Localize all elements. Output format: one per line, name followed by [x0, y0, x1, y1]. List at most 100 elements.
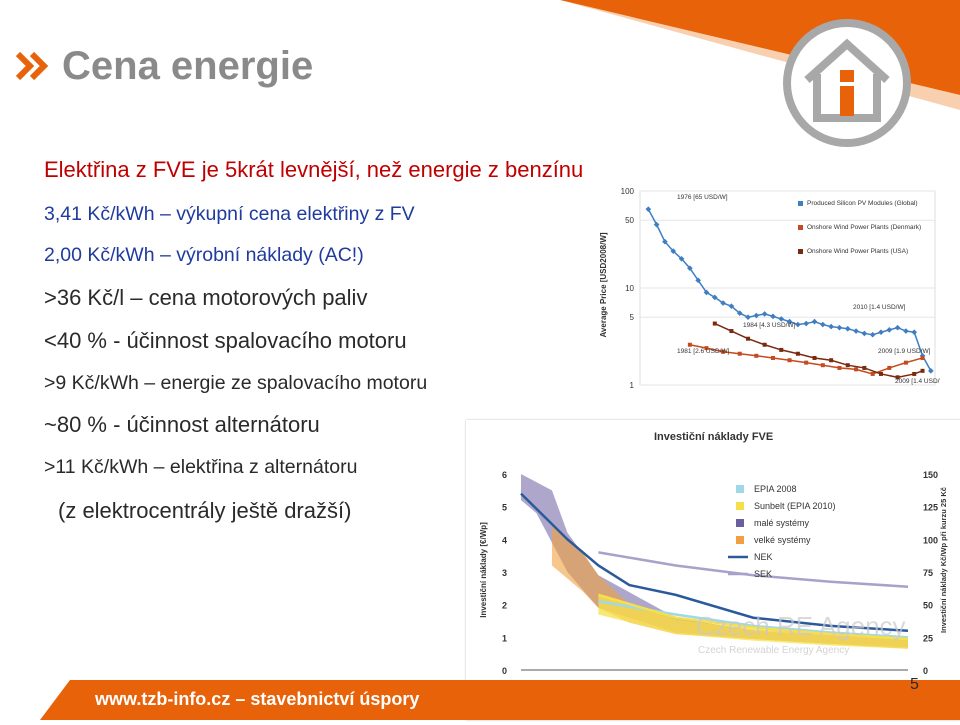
annotation: 1976 [65 USD/W]	[677, 194, 728, 201]
fact-line: >36 Kč/l – cena motorových paliv	[44, 285, 368, 310]
data-point	[854, 367, 859, 372]
y-tick-label: 50	[625, 216, 634, 225]
fact-line: <40 % - účinnost spalovacího motoru	[44, 328, 407, 353]
data-point	[878, 329, 884, 336]
y2-tick-label: 125	[923, 503, 938, 513]
data-point	[687, 342, 692, 347]
legend-label: Onshore Wind Power Plants (USA)	[807, 248, 908, 255]
data-point	[887, 365, 892, 370]
data-point	[828, 323, 834, 330]
series-line	[598, 593, 909, 641]
data-point	[779, 347, 784, 352]
y-tick-label: 6	[502, 470, 507, 480]
data-point	[861, 330, 868, 337]
annotation: 1981 [2.6 USD/W]	[677, 348, 730, 355]
y2-tick-label: 75	[923, 568, 933, 578]
data-point	[770, 355, 775, 360]
y-axis-label: Average Price [USD2008/W]	[599, 232, 608, 337]
fact-line: (z elektrocentrály ještě dražší)	[58, 498, 352, 523]
data-point	[903, 360, 908, 365]
fact-line: 3,41 Kč/kWh – výkupní cena elektřiny z F…	[44, 203, 415, 225]
y-tick-label: 4	[502, 535, 507, 545]
fact-line: 2,00 Kč/kWh – výrobní náklady (AC!)	[44, 244, 364, 266]
data-point	[886, 327, 893, 333]
fact-line: >9 Kč/kWh – energie ze spalovacího motor…	[44, 372, 428, 394]
legend-marker	[798, 249, 803, 254]
legend-marker	[736, 536, 744, 544]
data-point	[878, 371, 883, 376]
y-tick-label: 5	[630, 313, 635, 322]
chart-title: Investiční náklady FVE	[654, 431, 773, 443]
data-point	[928, 367, 934, 374]
annotation: 2009 [1.9 USD/W]	[878, 348, 931, 355]
y-tick-label: 1	[630, 381, 635, 390]
y-axis-label: Investiční náklady [€/Wp]	[479, 522, 488, 618]
price-history-chart: 100 50 10 5 1 Average Price [USD2008/W] Produc…	[595, 185, 948, 420]
data-point	[836, 324, 843, 331]
watermark-subtitle: Czech Renewable Energy Agency	[698, 645, 849, 656]
y2-tick-label: 0	[923, 666, 928, 676]
y-tick-label: 5	[502, 503, 507, 513]
data-point	[754, 353, 759, 358]
data-point	[804, 360, 809, 365]
data-point	[811, 318, 818, 325]
data-point	[837, 365, 842, 370]
data-point	[746, 336, 751, 341]
data-point	[737, 351, 742, 356]
data-point	[869, 331, 876, 338]
legend-label: velké systémy	[754, 535, 811, 545]
legend-label: Onshore Wind Power Plants (Denmark)	[807, 224, 921, 231]
footer-band	[0, 680, 960, 720]
data-point	[721, 349, 726, 354]
data-point	[819, 321, 826, 328]
data-point	[862, 365, 867, 370]
data-point	[728, 303, 735, 309]
data-point	[712, 321, 717, 326]
data-point	[912, 371, 917, 376]
y2-tick-label: 100	[923, 535, 938, 545]
y-tick-label: 3	[502, 568, 507, 578]
legend-label: EPIA 2008	[754, 484, 797, 494]
series-line	[714, 322, 923, 379]
fact-line: >11 Kč/kWh – elektřina z alternátoru	[44, 456, 358, 478]
chevron-right-icon	[15, 51, 49, 81]
data-point	[895, 375, 900, 380]
y-tick-label: 0	[502, 666, 507, 676]
data-point	[870, 371, 875, 376]
series-line	[520, 492, 909, 633]
house-info-icon	[783, 19, 911, 147]
y2-tick-label: 150	[923, 470, 938, 480]
data-point	[762, 342, 767, 347]
legend-label: Produced Silicon PV Modules (Global)	[807, 200, 918, 207]
footer-link[interactable]: www.tzb-info.cz – stavebnictví úspory	[95, 689, 420, 709]
data-point	[687, 265, 693, 272]
legend-label: NEK	[754, 552, 773, 562]
data-point	[853, 328, 859, 334]
data-point	[812, 355, 817, 360]
data-point	[903, 328, 909, 334]
data-point	[795, 321, 801, 328]
series-line	[598, 551, 909, 588]
data-point	[845, 363, 850, 368]
data-point	[795, 351, 800, 356]
investment-cost-chart: Investiční náklady FVE 0 0 1 25 2 50 3 75 4 100 5 12…	[466, 420, 960, 720]
legend-marker	[736, 519, 744, 527]
annotation: 2010 [1.4 USD/W]	[853, 304, 906, 311]
legend-label: SEK	[754, 569, 772, 579]
data-point	[787, 358, 792, 363]
legend-label: malé systémy	[754, 518, 810, 528]
y2-tick-label: 25	[923, 633, 933, 643]
data-point	[920, 355, 925, 360]
annotation: 1984 [4.3 USD/W]	[743, 322, 796, 329]
data-point	[820, 363, 825, 368]
legend-marker	[798, 201, 803, 206]
data-point	[745, 314, 751, 321]
page-title: Cena energie	[62, 44, 314, 88]
data-point	[704, 346, 709, 351]
page-number: 5	[910, 676, 919, 693]
y2-axis-label: Investiční náklady Kč/Wp při kurzu 25 Kč	[939, 487, 948, 633]
y-tick-label: 100	[621, 187, 635, 196]
data-point	[911, 329, 918, 336]
data-point	[894, 324, 901, 331]
data-point	[920, 368, 925, 373]
